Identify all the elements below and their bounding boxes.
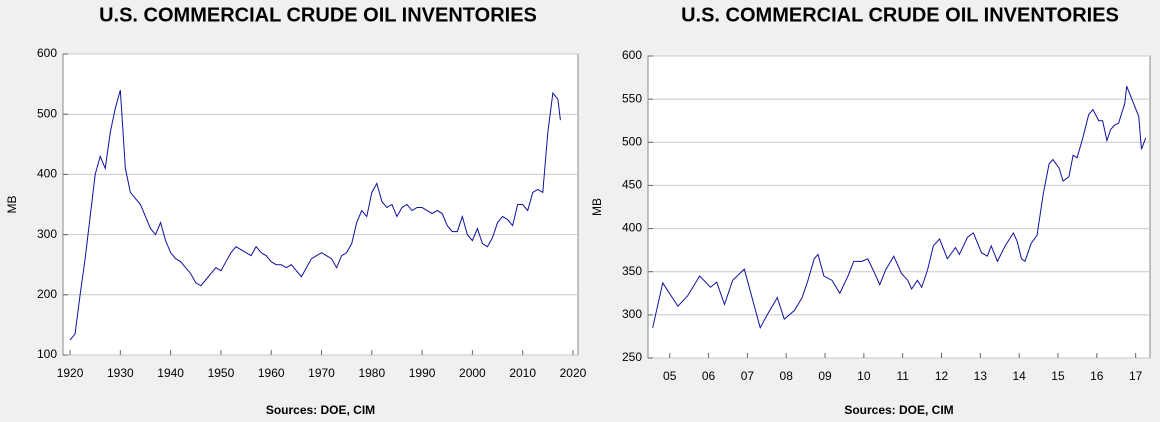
- x-tick-label: 17: [1129, 369, 1143, 383]
- y-tick-label: 450: [622, 178, 642, 192]
- x-tick-label: 13: [974, 369, 988, 383]
- x-tick-label: 06: [702, 369, 716, 383]
- x-tick-label: 14: [1012, 369, 1026, 383]
- x-tick-label: 1950: [208, 366, 235, 380]
- series-line: [69, 89, 561, 341]
- x-tick-label: 1980: [358, 366, 385, 380]
- source-note: Sources: DOE, CIM: [266, 403, 375, 417]
- x-tick-label: 2000: [459, 366, 486, 380]
- y-tick-label: 300: [37, 227, 57, 241]
- y-tick-label: 100: [37, 347, 57, 361]
- x-tick-label: 2010: [509, 366, 536, 380]
- source-note: Sources: DOE, CIM: [844, 403, 953, 417]
- series-line: [652, 86, 1147, 330]
- x-tick-label: 1940: [157, 366, 184, 380]
- y-tick-label: 500: [622, 134, 642, 148]
- x-tick-label: 11: [896, 369, 909, 383]
- x-tick-label: 1930: [107, 366, 134, 380]
- x-tick-label: 12: [935, 369, 949, 383]
- y-axis-label: MB: [5, 196, 19, 214]
- chart-title: U.S. COMMERCIAL CRUDE OIL INVENTORIES: [681, 4, 1119, 26]
- chart-title: U.S. COMMERCIAL CRUDE OIL INVENTORIES: [99, 4, 537, 26]
- plot-area: [647, 55, 1151, 359]
- x-tick-label: 15: [1051, 369, 1065, 383]
- plot-area: [62, 53, 579, 356]
- x-tick-label: 2020: [560, 366, 587, 380]
- y-tick-label: 550: [622, 91, 642, 105]
- y-tick-label: 250: [622, 350, 642, 364]
- x-tick-label: 05: [663, 369, 677, 383]
- y-tick-label: 600: [622, 48, 642, 62]
- x-tick-label: 08: [780, 369, 794, 383]
- y-tick-label: 350: [622, 264, 642, 278]
- y-tick-label: 400: [37, 167, 57, 181]
- y-tick-label: 600: [37, 46, 57, 60]
- x-tick-label: 1960: [258, 366, 285, 380]
- x-tick-label: 07: [741, 369, 755, 383]
- x-tick-label: 10: [857, 369, 871, 383]
- x-tick-label: 09: [818, 369, 832, 383]
- y-tick-label: 300: [622, 307, 642, 321]
- x-tick-label: 1990: [409, 366, 436, 380]
- y-tick-label: 400: [622, 221, 642, 235]
- x-tick-label: 1970: [308, 366, 335, 380]
- y-axis-label: MB: [590, 198, 604, 216]
- y-tick-label: 500: [37, 106, 57, 120]
- x-tick-label: 16: [1090, 369, 1104, 383]
- y-tick-label: 200: [37, 287, 57, 301]
- x-tick-label: 1920: [57, 366, 84, 380]
